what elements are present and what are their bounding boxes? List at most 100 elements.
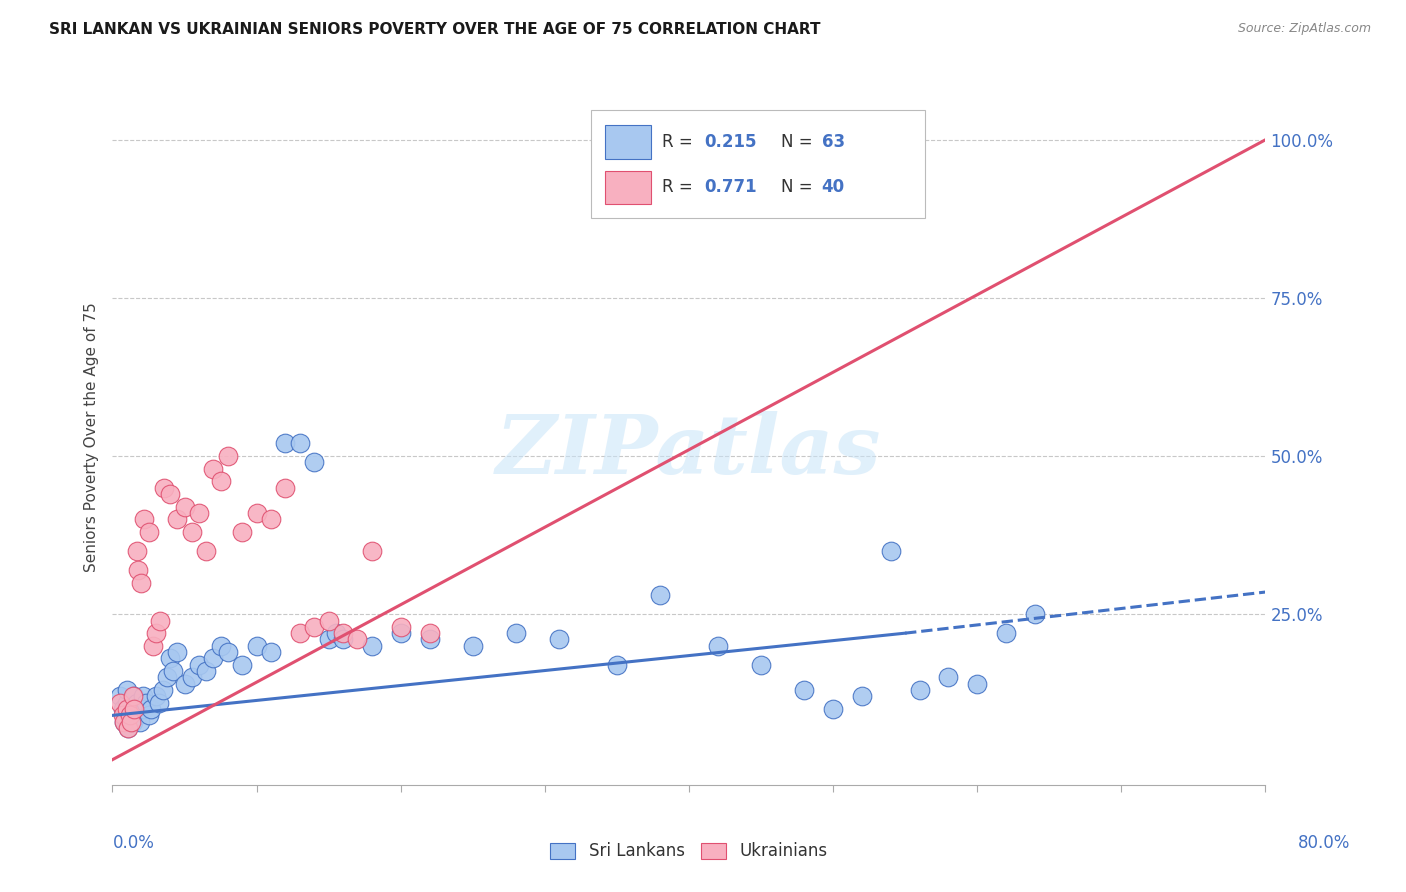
Point (121, 714, 143, 729)
Text: 80.0%: 80.0% (1298, 834, 1350, 852)
Text: ZIPatlas: ZIPatlas (496, 411, 882, 491)
Point (648, 588, 672, 602)
Point (152, 683, 174, 698)
Point (166, 512, 188, 526)
Point (706, 639, 728, 653)
Legend: Sri Lankans, Ukrainians: Sri Lankans, Ukrainians (544, 836, 834, 867)
Point (149, 614, 172, 628)
Point (419, 626, 441, 640)
Point (908, 683, 931, 698)
Point (325, 626, 347, 640)
Point (134, 512, 156, 526)
Point (749, 657, 772, 672)
Point (188, 657, 211, 672)
Point (111, 702, 134, 716)
Point (125, 696, 148, 710)
Bar (605, 170, 651, 204)
Point (180, 524, 202, 539)
Point (115, 683, 138, 698)
Point (124, 702, 146, 716)
Point (118, 708, 141, 723)
Point (332, 632, 354, 647)
Point (217, 645, 239, 659)
Text: 0.215: 0.215 (704, 133, 756, 151)
Point (1355, 133, 1378, 147)
Point (419, 632, 441, 647)
Point (138, 708, 160, 723)
Text: 0.0%: 0.0% (112, 834, 155, 852)
Bar (605, 126, 651, 159)
Point (111, 708, 134, 723)
Text: 63: 63 (821, 133, 845, 151)
Text: N =: N = (782, 178, 818, 196)
Point (129, 575, 153, 590)
Point (505, 626, 527, 640)
Point (195, 544, 218, 558)
Point (245, 506, 267, 520)
Y-axis label: Seniors Poverty Over the Age of 75: Seniors Poverty Over the Age of 75 (83, 302, 98, 572)
Point (202, 651, 225, 665)
Point (274, 481, 297, 495)
Point (793, 683, 815, 698)
Point (125, 544, 148, 558)
Point (231, 657, 253, 672)
Point (122, 690, 145, 704)
Point (120, 708, 142, 723)
Point (153, 481, 176, 495)
Point (548, 632, 571, 647)
Point (108, 696, 131, 710)
Text: SRI LANKAN VS UKRAINIAN SENIORS POVERTY OVER THE AGE OF 75 CORRELATION CHART: SRI LANKAN VS UKRAINIAN SENIORS POVERTY … (49, 22, 821, 37)
Point (114, 708, 136, 723)
Point (118, 702, 141, 716)
Point (274, 436, 297, 450)
Point (132, 690, 155, 704)
Point (127, 708, 149, 723)
Point (128, 714, 150, 729)
Point (195, 664, 218, 678)
Point (304, 455, 326, 469)
Point (173, 677, 195, 691)
Point (288, 436, 311, 450)
Point (966, 677, 988, 691)
Point (461, 639, 484, 653)
Point (1024, 607, 1046, 622)
Point (360, 544, 382, 558)
Point (159, 651, 181, 665)
Text: N =: N = (782, 133, 818, 151)
Point (112, 714, 135, 729)
Point (129, 702, 153, 716)
Point (318, 632, 340, 647)
Point (217, 449, 239, 463)
Point (173, 500, 195, 514)
Point (108, 690, 131, 704)
Point (188, 506, 211, 520)
Point (145, 690, 167, 704)
Point (304, 620, 326, 634)
Point (121, 690, 143, 704)
Point (166, 645, 188, 659)
Point (209, 475, 232, 489)
Text: 0.771: 0.771 (704, 178, 756, 196)
Point (127, 563, 149, 577)
Point (142, 639, 165, 653)
Point (318, 614, 340, 628)
Point (135, 696, 157, 710)
Point (851, 690, 873, 704)
Point (162, 664, 184, 678)
Point (209, 639, 232, 653)
Point (606, 657, 628, 672)
Point (141, 702, 163, 716)
Point (231, 524, 253, 539)
Point (260, 645, 283, 659)
Point (134, 702, 156, 716)
Text: Source: ZipAtlas.com: Source: ZipAtlas.com (1237, 22, 1371, 36)
Point (332, 626, 354, 640)
Point (112, 714, 135, 729)
Point (821, 702, 844, 716)
Point (360, 639, 382, 653)
Text: R =: R = (662, 133, 699, 151)
Point (145, 626, 167, 640)
Point (288, 626, 311, 640)
Point (389, 620, 412, 634)
Point (115, 702, 138, 716)
